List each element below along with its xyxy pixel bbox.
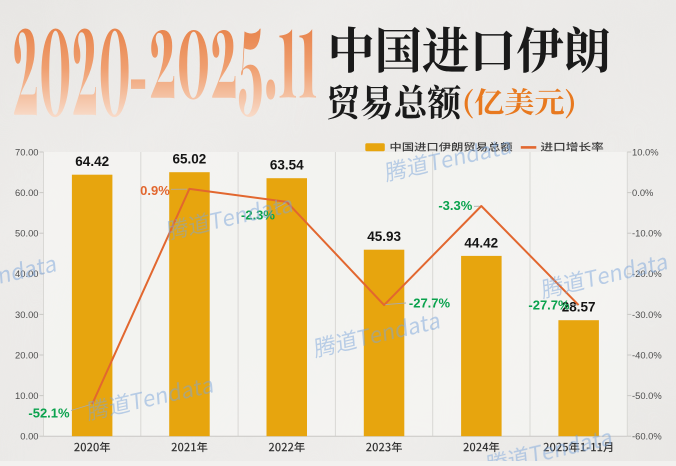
svg-text:45.93: 45.93 <box>367 229 401 244</box>
svg-text:-50.0%: -50.0% <box>632 390 662 401</box>
svg-text:0.0%: 0.0% <box>632 187 653 198</box>
svg-text:0.9%: 0.9% <box>140 183 170 198</box>
svg-text:-40.0%: -40.0% <box>632 349 662 360</box>
svg-text:0.00: 0.00 <box>20 431 38 442</box>
svg-text:64.42: 64.42 <box>75 154 109 169</box>
svg-text:70.00: 70.00 <box>15 146 38 157</box>
svg-text:-30.0%: -30.0% <box>632 309 662 320</box>
svg-text:10.00: 10.00 <box>15 390 38 401</box>
svg-text:-10.0%: -10.0% <box>632 228 662 239</box>
svg-text:20.00: 20.00 <box>15 349 38 360</box>
svg-text:63.54: 63.54 <box>270 158 304 173</box>
svg-text:44.42: 44.42 <box>464 235 498 250</box>
svg-text:-60.0%: -60.0% <box>632 431 662 442</box>
svg-text:-27.7%: -27.7% <box>528 298 570 313</box>
svg-text:50.00: 50.00 <box>15 228 38 239</box>
svg-text:60.00: 60.00 <box>15 187 38 198</box>
svg-text:-52.1%: -52.1% <box>28 406 70 421</box>
svg-text:10.0%: 10.0% <box>632 146 659 157</box>
svg-text:65.02: 65.02 <box>173 152 207 167</box>
svg-text:-20.0%: -20.0% <box>632 268 662 279</box>
svg-text:-3.3%: -3.3% <box>438 198 472 213</box>
svg-text:-27.7%: -27.7% <box>409 296 451 311</box>
svg-text:30.00: 30.00 <box>15 309 38 320</box>
